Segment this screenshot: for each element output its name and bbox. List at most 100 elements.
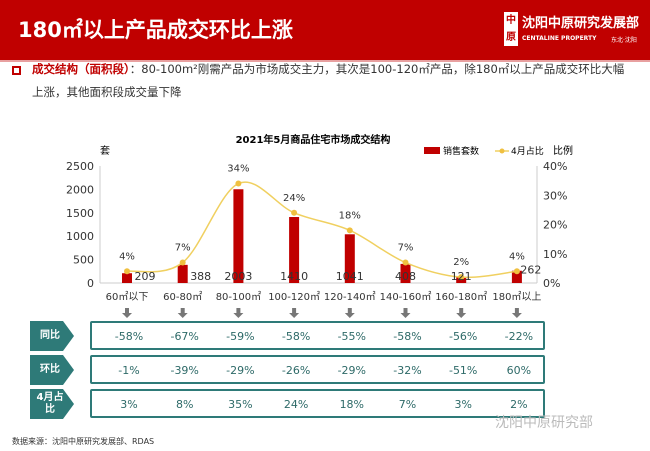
bar (122, 273, 132, 283)
row-label-text: 同比 (40, 330, 60, 341)
table-cell: -58% (281, 330, 311, 343)
bar-label: 262 (520, 264, 541, 277)
table-cell: -67% (170, 330, 199, 343)
y-tick-label: 2500 (66, 160, 94, 173)
bar (511, 270, 522, 283)
share-label: 7% (175, 243, 191, 254)
table-cell: 35% (228, 398, 253, 411)
table-cell: -55% (337, 330, 366, 343)
share-label: 4% (509, 251, 525, 262)
summary-key: 成交结构（面积段） (32, 62, 130, 76)
y2-tick-label: 30% (543, 189, 567, 202)
share-label: 4% (119, 251, 135, 262)
table-cell: -59% (226, 330, 255, 343)
x-tick-label: 80-100㎡ (216, 291, 261, 303)
bar (177, 264, 188, 283)
table-cell: 8% (175, 398, 194, 411)
share-label: 18% (339, 210, 361, 221)
logo-en: CENTALINE PROPERTY (522, 35, 597, 42)
y2-axis-label: 比例 (553, 144, 573, 157)
share-line (126, 181, 517, 279)
share-point (235, 180, 242, 187)
logo-cn: 沈阳中原研究发展部 (522, 16, 640, 31)
share-label: 24% (283, 193, 305, 204)
table-row: -1% -39% -29% -26% -29% -32% -51% 60% (90, 355, 545, 384)
share-point (458, 274, 465, 281)
bar-label: 388 (190, 270, 211, 283)
row-label: 同比 (30, 321, 86, 351)
row-label-text: 环比 (40, 364, 60, 375)
table-cell: 24% (283, 398, 309, 411)
legend-line-label: 4月占比 (511, 145, 544, 157)
y2-tick-label: 40% (543, 160, 567, 173)
down-arrow-icon (233, 308, 244, 318)
share-point (402, 259, 409, 266)
table-row: -58% -67% -59% -58% -55% -58% -56% -22% (90, 321, 545, 350)
source-note: 数据来源：沈阳中原研究发展部、RDAS (12, 437, 155, 446)
x-tick-label: 120-140㎡ (324, 291, 376, 303)
table-cell: 3% (454, 398, 472, 411)
table-row: 3% 8% 35% 24% 18% 7% 3% 2% (90, 389, 545, 418)
logo-loc: 东北·沈阳 (611, 37, 637, 44)
down-arrow-icon (122, 308, 132, 318)
bar-label: 1041 (336, 270, 364, 283)
x-tick-label: 160-180㎡ (435, 291, 487, 303)
down-arrow-icon (177, 308, 188, 318)
row-label-text: 4月占比 (36, 392, 64, 415)
table-cell: 7% (398, 398, 417, 411)
table-cell: -58% (393, 330, 422, 343)
bar (456, 277, 467, 283)
y-tick-label: 0 (87, 277, 94, 290)
y-tick-label: 500 (73, 254, 94, 267)
arrow-label-shape (30, 355, 74, 385)
y-tick-label: 2000 (66, 183, 94, 196)
table-cell: -39% (170, 364, 199, 377)
share-point (124, 268, 130, 275)
y2-tick-label: 10% (543, 248, 567, 261)
table-cell: -29% (337, 364, 366, 377)
share-point (513, 268, 520, 275)
share-label: 7% (398, 243, 414, 254)
legend-line-marker (499, 148, 505, 154)
down-arrow-icon (511, 308, 522, 318)
x-tick-label: 100-120㎡ (268, 291, 320, 303)
table-cell: -29% (226, 364, 255, 377)
page-title: 180㎡以上产品成交环比上涨 (18, 18, 293, 42)
bar-label: 209 (135, 270, 156, 283)
down-arrow-icon (456, 308, 467, 318)
down-arrow-icon (289, 308, 300, 318)
bar-label: 121 (451, 270, 472, 283)
legend-bar-swatch (424, 147, 440, 154)
row-label: 环比 (30, 355, 86, 385)
down-arrow-icon (400, 308, 411, 318)
chart-title: 2021年5月商品住宅市场成交结构 (236, 133, 391, 146)
x-tick-label: 140-160㎡ (380, 291, 432, 303)
table-cell: -26% (281, 364, 311, 377)
y-axis-label: 套 (100, 144, 110, 157)
table-cell: -56% (448, 330, 478, 343)
share-label: 34% (227, 164, 249, 175)
share-label: 2% (453, 257, 469, 268)
bullet-icon (12, 66, 21, 75)
bar (400, 263, 411, 283)
share-point (346, 227, 353, 234)
bar (289, 217, 300, 283)
share-point (179, 259, 186, 266)
table-cell: 60% (506, 364, 532, 377)
logo-mark: 中原 (504, 12, 518, 46)
table-cell: -58% (114, 330, 144, 343)
y2-tick-label: 20% (543, 219, 567, 232)
arrow-label-shape (30, 389, 74, 419)
table-cell: -51% (448, 364, 478, 377)
x-tick-label: 180㎡以上 (492, 291, 541, 303)
bar-label: 1410 (280, 270, 308, 283)
share-point (291, 209, 298, 216)
arrow-label-shape (30, 321, 74, 351)
y-tick-label: 1000 (66, 230, 94, 243)
summary-text: 成交结构（面积段）：80-100m²刚需产品为市场成交主力，其次是100-120… (32, 58, 632, 104)
table-cell: -32% (393, 364, 422, 377)
bar (233, 189, 244, 283)
y-tick-label: 1500 (66, 207, 94, 220)
centaline-logo: 中原 沈阳中原研究发展部 CENTALINE PROPERTY 东北·沈阳 (500, 10, 645, 54)
